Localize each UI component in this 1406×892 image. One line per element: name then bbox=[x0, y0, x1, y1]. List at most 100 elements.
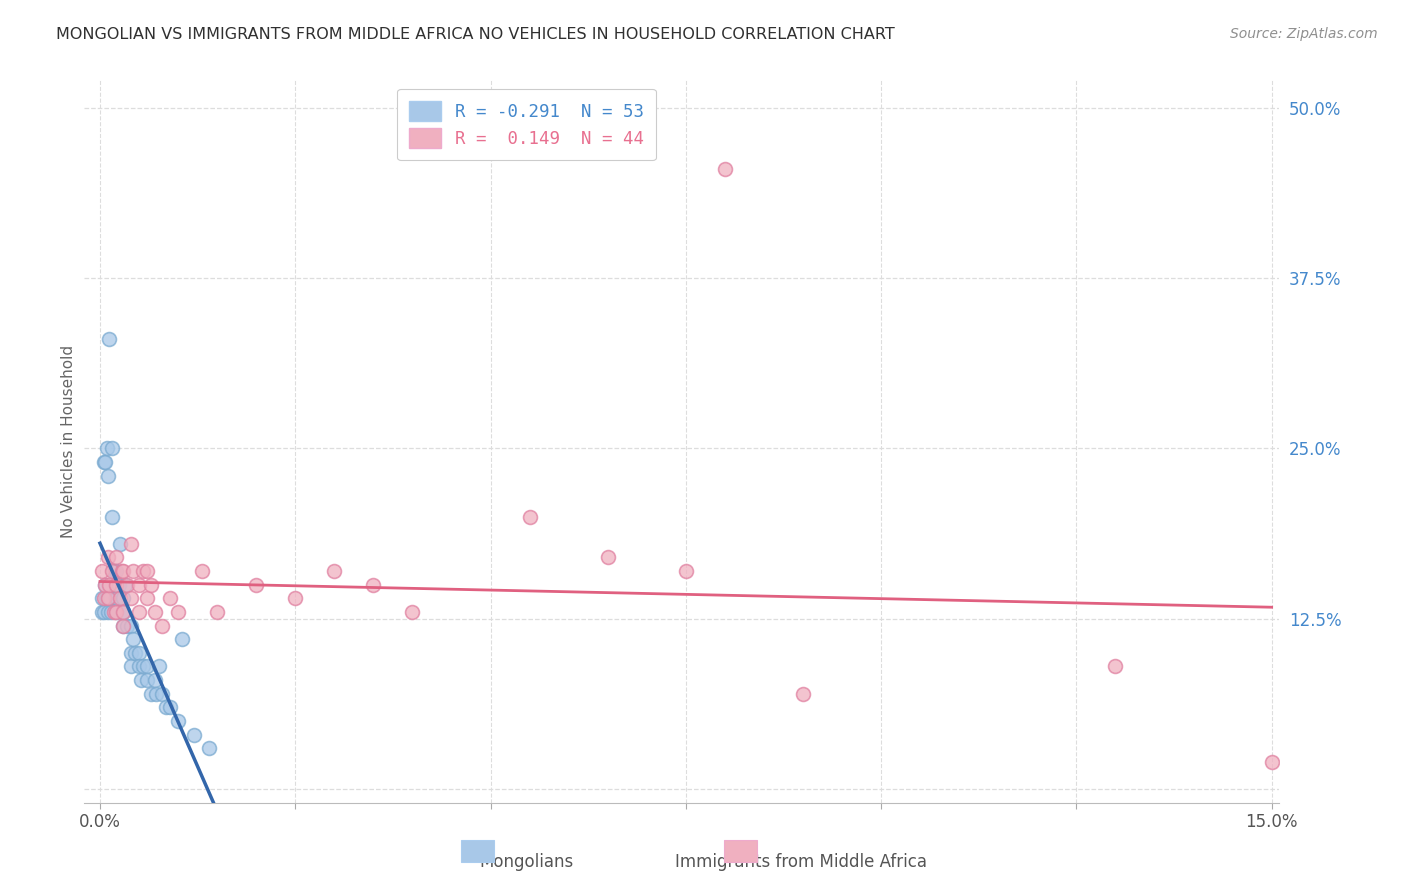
Point bbox=[97, 605, 120, 619]
Point bbox=[105, 591, 128, 606]
Point bbox=[93, 455, 115, 469]
Point bbox=[135, 591, 157, 606]
Point bbox=[170, 632, 193, 647]
Point bbox=[112, 618, 135, 632]
Point bbox=[96, 591, 118, 606]
Point bbox=[120, 591, 142, 606]
Y-axis label: No Vehicles in Household: No Vehicles in Household bbox=[60, 345, 76, 538]
Point bbox=[94, 577, 117, 591]
Point bbox=[132, 564, 155, 578]
Point bbox=[120, 646, 142, 660]
Point bbox=[114, 577, 136, 591]
Point bbox=[714, 161, 737, 176]
Point bbox=[139, 687, 162, 701]
Point bbox=[90, 591, 112, 606]
Point bbox=[284, 591, 307, 606]
Point bbox=[98, 591, 121, 606]
Point bbox=[128, 646, 150, 660]
Point bbox=[112, 605, 135, 619]
Point bbox=[120, 659, 142, 673]
Point bbox=[94, 577, 117, 591]
Point bbox=[97, 550, 120, 565]
Point bbox=[104, 564, 127, 578]
FancyBboxPatch shape bbox=[724, 840, 758, 862]
Point bbox=[183, 728, 205, 742]
Point bbox=[519, 509, 541, 524]
Point bbox=[401, 605, 423, 619]
Point bbox=[100, 605, 122, 619]
Point bbox=[108, 591, 131, 606]
Point bbox=[190, 564, 212, 578]
Point bbox=[129, 673, 152, 687]
Point bbox=[159, 591, 181, 606]
Point bbox=[675, 564, 697, 578]
Point bbox=[128, 659, 150, 673]
Point bbox=[167, 714, 190, 728]
Point bbox=[128, 577, 150, 591]
Point bbox=[121, 564, 143, 578]
Point bbox=[112, 618, 135, 632]
Point bbox=[91, 605, 114, 619]
Point bbox=[152, 687, 174, 701]
Point bbox=[108, 537, 131, 551]
Point bbox=[139, 577, 162, 591]
Point bbox=[1260, 755, 1282, 769]
Point bbox=[97, 468, 120, 483]
Point bbox=[205, 605, 228, 619]
Point bbox=[112, 564, 135, 578]
Point bbox=[135, 673, 157, 687]
Point bbox=[167, 605, 190, 619]
Point bbox=[124, 646, 146, 660]
Point bbox=[117, 577, 139, 591]
Point bbox=[96, 442, 118, 456]
Point bbox=[104, 605, 127, 619]
Point bbox=[98, 332, 121, 346]
Point bbox=[112, 605, 135, 619]
Point bbox=[152, 618, 174, 632]
Point bbox=[121, 632, 143, 647]
Point bbox=[159, 700, 181, 714]
Point bbox=[104, 591, 127, 606]
Point bbox=[323, 564, 346, 578]
Point bbox=[100, 442, 122, 456]
Point bbox=[120, 537, 142, 551]
Point bbox=[103, 605, 125, 619]
Point bbox=[104, 605, 127, 619]
Point bbox=[148, 659, 170, 673]
Point bbox=[145, 687, 167, 701]
Point bbox=[100, 564, 122, 578]
Point bbox=[155, 700, 177, 714]
Text: Mongolians: Mongolians bbox=[479, 854, 574, 871]
Point bbox=[135, 564, 157, 578]
Point bbox=[104, 591, 127, 606]
Point bbox=[97, 591, 120, 606]
Point bbox=[596, 550, 619, 565]
Point bbox=[143, 605, 166, 619]
Point bbox=[363, 577, 385, 591]
Text: MONGOLIAN VS IMMIGRANTS FROM MIDDLE AFRICA NO VEHICLES IN HOUSEHOLD CORRELATION : MONGOLIAN VS IMMIGRANTS FROM MIDDLE AFRI… bbox=[56, 27, 896, 42]
Text: Immigrants from Middle Africa: Immigrants from Middle Africa bbox=[675, 854, 928, 871]
Point bbox=[120, 618, 142, 632]
Point bbox=[97, 591, 120, 606]
Point bbox=[111, 564, 134, 578]
Point bbox=[112, 591, 135, 606]
Point bbox=[132, 659, 155, 673]
Point bbox=[101, 509, 124, 524]
Point bbox=[93, 591, 115, 606]
Point bbox=[135, 659, 157, 673]
Point bbox=[97, 591, 120, 606]
Point bbox=[104, 577, 127, 591]
Point bbox=[93, 605, 115, 619]
Point bbox=[245, 577, 267, 591]
Point bbox=[1104, 659, 1126, 673]
Point bbox=[112, 605, 135, 619]
Point bbox=[107, 577, 129, 591]
Point bbox=[198, 741, 221, 756]
Point bbox=[128, 605, 150, 619]
Point bbox=[792, 687, 814, 701]
Point bbox=[103, 564, 125, 578]
Point bbox=[117, 618, 139, 632]
Legend: R = -0.291  N = 53, R =  0.149  N = 44: R = -0.291 N = 53, R = 0.149 N = 44 bbox=[398, 89, 655, 161]
FancyBboxPatch shape bbox=[461, 840, 495, 862]
Point bbox=[93, 455, 115, 469]
